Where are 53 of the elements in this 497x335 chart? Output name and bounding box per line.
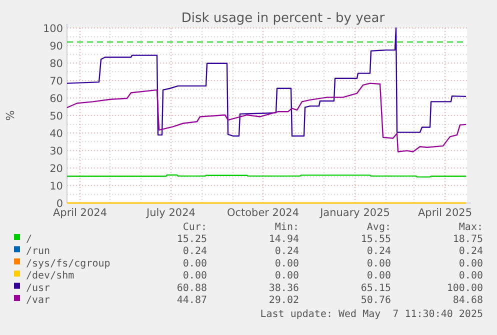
legend-label: /sys/fs/cgroup [26,258,110,270]
text: 0.24 [458,246,483,258]
text: 0.00 [182,258,207,270]
text: 0.00 [274,270,299,282]
y-tick-label: 40 [50,128,63,140]
text: 29.02 [268,295,299,306]
legend-label: /run [26,246,50,258]
y-tick-label: 10 [50,180,63,192]
y-tick-label: 0 [56,198,63,210]
text: Last update: Wed May 7 11:30:40 2025 [260,309,483,320]
x-tick-label: April 2025 [418,207,472,219]
text: 0.00 [366,270,391,282]
y-tick-label: 20 [50,163,63,175]
y-tick-label: 30 [50,146,63,158]
text: 60.88 [176,282,207,294]
legend-label: /dev/shm [26,270,74,282]
y-axis-title: % [4,110,17,121]
x-tick-label: April 2024 [52,207,108,219]
text: 15.55 [360,234,391,245]
text: 0.24 [182,246,207,258]
text: Max: [458,222,483,233]
legend-label: /usr [26,282,50,294]
text: 0.00 [458,270,483,282]
chart-title: Disk usage in percent - by year [181,11,386,26]
text: 18.75 [452,234,483,245]
y-tick-label: 90 [50,40,63,52]
text: 0.00 [182,270,207,282]
text: 65.15 [360,282,391,294]
y-tick-label: 50 [50,110,63,122]
y-tick-label: 80 [50,58,63,70]
text: 100.00 [446,282,483,294]
text: 0.24 [366,246,391,258]
y-tick-label: 100 [42,23,63,35]
y-tick-label: 60 [50,93,63,105]
text: 44.87 [176,295,207,306]
legend-label: /var [26,295,50,306]
x-tick-label: July 2024 [146,207,196,219]
text: 0.24 [274,246,299,258]
text: 50.76 [360,295,391,306]
text: 84.68 [452,295,483,306]
text: 15.25 [176,234,207,245]
x-tick-label: January 2025 [319,207,390,219]
text: Avg: [366,222,391,233]
text: 0.00 [274,258,299,270]
x-tick-label: October 2024 [226,207,300,219]
text: 38.36 [268,282,299,294]
text: 0.00 [366,258,391,270]
legend-label: / [26,234,32,245]
text: Cur: [182,222,207,233]
text: 14.94 [268,234,299,245]
y-tick-label: 70 [50,76,63,88]
text: 0.00 [458,258,483,270]
text: Min: [274,222,299,233]
